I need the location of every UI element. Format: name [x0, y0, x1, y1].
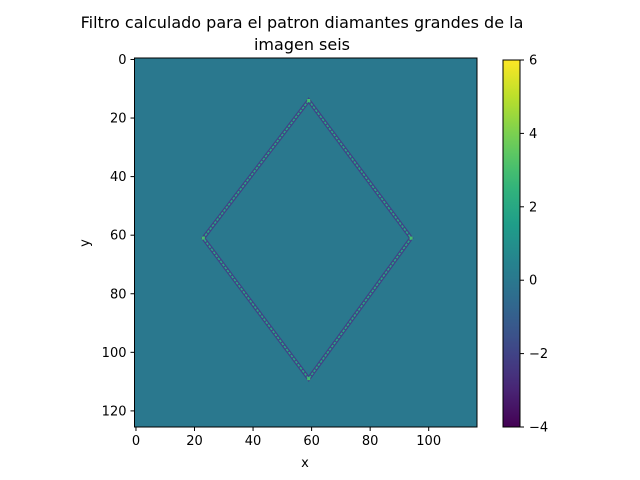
- y-tick-label: 40: [110, 170, 127, 185]
- x-axis-label: x: [301, 456, 309, 471]
- x-tick-label: 40: [245, 434, 262, 449]
- colorbar-frame: [502, 59, 521, 428]
- colorbar-tick-label: 4: [529, 127, 537, 142]
- y-tick-label: 120: [102, 404, 127, 419]
- x-tick-label: 0: [132, 434, 140, 449]
- heatmap-background: [134, 58, 477, 427]
- heatmap-plot-area: [134, 57, 478, 428]
- chart-title-line-1: Filtro calculado para el patron diamante…: [81, 13, 524, 32]
- y-tick-label: 60: [110, 229, 127, 244]
- x-tick-label: 80: [362, 434, 379, 449]
- colorbar-tick-label: −2: [529, 347, 548, 362]
- y-tick-label: 80: [110, 287, 127, 302]
- colorbar-tick-label: 0: [529, 274, 537, 289]
- x-tick-label: 60: [303, 434, 320, 449]
- y-axis: 0 20 40 60 80 100 120: [102, 53, 135, 419]
- y-axis-label: y: [78, 239, 93, 247]
- colorbar-tick-label: −4: [529, 421, 548, 436]
- chart-title: Filtro calculado para el patron diamante…: [81, 13, 524, 54]
- x-tick-label: 100: [416, 434, 441, 449]
- diamond-corner-2: [307, 377, 311, 381]
- diamond-inner-edge: [202, 99, 413, 381]
- x-tick-label: 20: [186, 434, 203, 449]
- colorbar-gradient: [503, 60, 520, 427]
- y-tick-label: 20: [110, 112, 127, 127]
- colorbar-tick-label: 2: [529, 200, 537, 215]
- colorbar-tick-label: 6: [529, 54, 537, 69]
- diamond-corner-3: [201, 236, 205, 240]
- y-tick-label: 100: [102, 346, 127, 361]
- diamond-corner-0: [307, 98, 311, 102]
- diamond-corner-1: [409, 236, 413, 240]
- chart-title-line-2: imagen seis: [254, 35, 350, 54]
- colorbar: −4 −2 0 2 4 6: [502, 54, 548, 436]
- plot-frame: [134, 57, 478, 428]
- x-axis: 0 20 40 60 80 100: [132, 427, 441, 449]
- y-tick-label: 0: [118, 53, 126, 68]
